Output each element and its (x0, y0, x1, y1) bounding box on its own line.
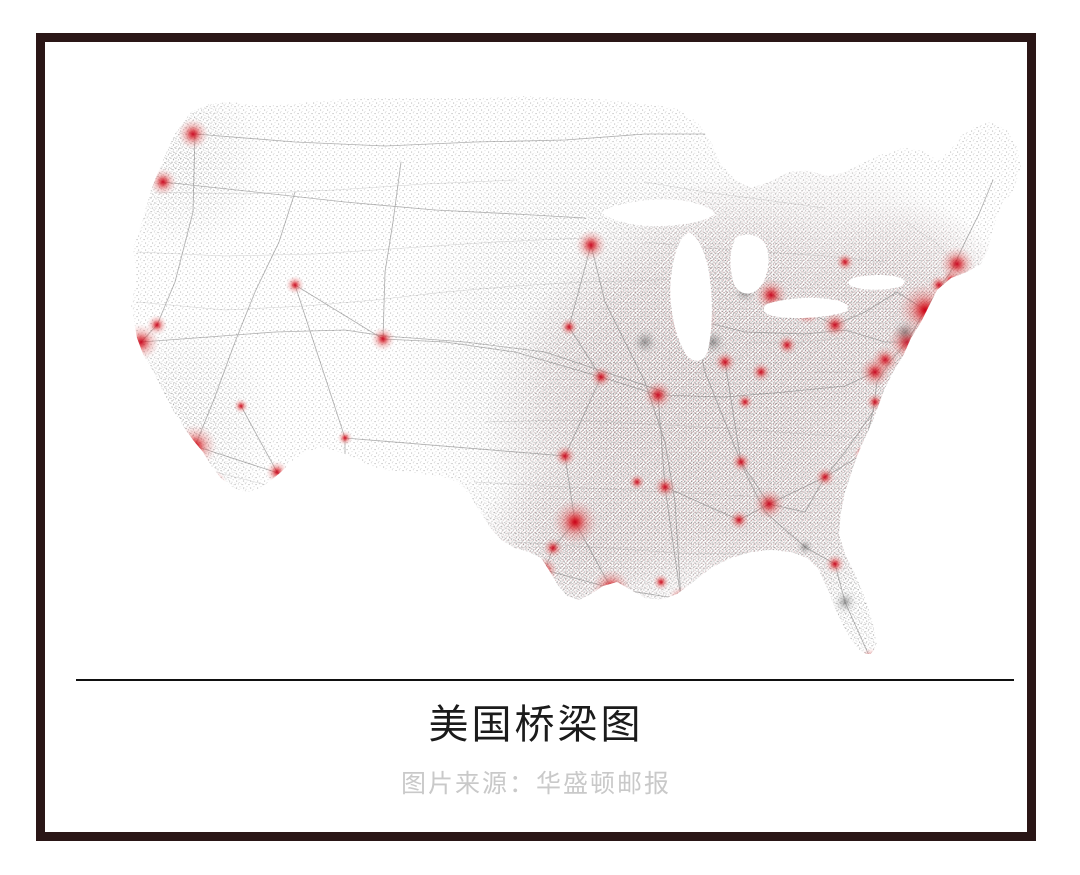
caption-source: 图片来源：华盛顿邮报 (400, 769, 671, 798)
page-title: 美国桥梁图 (428, 702, 644, 748)
map-plate (45, 42, 1027, 654)
frame-inner: 美国桥梁图 图片来源：华盛顿邮报 (45, 42, 1027, 832)
map-dot-field (45, 42, 1027, 654)
caption-divider (76, 679, 1014, 681)
map-metro-clusters (121, 117, 976, 654)
us-bridges-dot-density-map (45, 42, 1027, 654)
picture-frame: 美国桥梁图 图片来源：华盛顿邮报 (36, 33, 1036, 841)
caption-block: 美国桥梁图 图片来源：华盛顿邮报 (45, 697, 1027, 801)
